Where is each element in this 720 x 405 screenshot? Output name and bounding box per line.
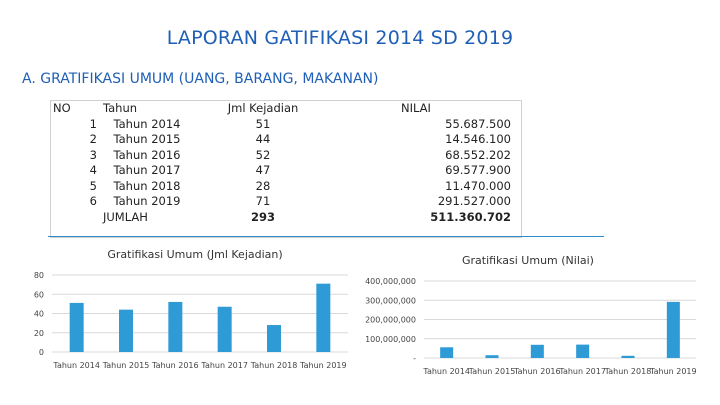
table-row: 3 Tahun 2016 52 68.552.202 xyxy=(51,148,521,164)
cell-no: 5 xyxy=(89,178,97,193)
bar xyxy=(530,344,544,358)
cell-value: 291.527.000 xyxy=(437,194,511,208)
cell-value: 69.577.900 xyxy=(445,163,511,177)
cell-no: 3 xyxy=(89,147,97,162)
cell-year: Tahun 2015 xyxy=(113,132,181,146)
cell-no: 2 xyxy=(89,132,97,146)
cell-year: Tahun 2014 xyxy=(113,116,181,131)
cell-count: 51 xyxy=(255,116,271,131)
x-tick-label: Tahun 2014 xyxy=(422,367,470,376)
cell-value: 68.552.202 xyxy=(445,147,511,162)
cell-year: Tahun 2019 xyxy=(113,194,181,208)
chart-nilai: Gratifikasi Umum (Nilai) - 100,000,000 200,… xyxy=(365,254,697,376)
data-table: NO Tahun Jml Kejadian NILAI 1 Tahun 2014… xyxy=(50,100,522,238)
cell-year: Tahun 2018 xyxy=(113,178,181,193)
bar xyxy=(217,306,232,352)
cell-value: 14.546.100 xyxy=(445,132,511,146)
total-count: 293 xyxy=(250,209,275,224)
bar xyxy=(666,301,680,358)
cell-value: 55.687.500 xyxy=(445,116,511,131)
y-tick-label: 40 xyxy=(34,310,44,319)
y-tick-label: - xyxy=(413,354,416,363)
bar xyxy=(440,347,454,358)
total-label: JUMLAH xyxy=(103,209,148,224)
chart-title: Gratifikasi Umum (Nilai) xyxy=(462,254,594,267)
x-tick-label: Tahun 2017 xyxy=(200,361,248,370)
table-header-row: NO Tahun Jml Kejadian NILAI xyxy=(51,101,521,117)
x-tick-label: Tahun 2019 xyxy=(299,361,347,370)
x-tick-label: Tahun 2019 xyxy=(649,367,697,376)
table-row: 6 Tahun 2019 71 291.527.000 xyxy=(51,194,521,210)
y-tick-label: 80 xyxy=(34,271,44,280)
bar xyxy=(621,355,635,358)
page-title: LAPORAN GATIFIKASI 2014 SD 2019 xyxy=(166,27,514,49)
x-tick-label: Tahun 2015 xyxy=(102,361,150,370)
cell-count: 44 xyxy=(255,132,271,146)
x-tick-label: Tahun 2017 xyxy=(558,367,606,376)
bar xyxy=(485,355,499,358)
y-tick-label: 400,000,000 xyxy=(365,277,416,286)
x-tick-label: Tahun 2015 xyxy=(468,367,516,376)
y-tick-label: 0 xyxy=(39,348,44,357)
header-no: NO xyxy=(53,101,71,115)
divider-line xyxy=(48,236,604,237)
header-value: NILAI xyxy=(401,101,431,115)
cell-count: 71 xyxy=(255,194,271,208)
y-tick-label: 200,000,000 xyxy=(365,316,416,325)
x-tick-label: Tahun 2018 xyxy=(250,361,298,370)
cell-value: 11.470.000 xyxy=(445,178,511,193)
cell-count: 28 xyxy=(255,178,271,193)
cell-no xyxy=(51,210,101,226)
cell-no: 4 xyxy=(89,163,97,177)
cell-year: Tahun 2017 xyxy=(113,163,181,177)
table-row: 5 Tahun 2018 28 11.470.000 xyxy=(51,179,521,195)
y-tick-label: 300,000,000 xyxy=(365,296,416,305)
chart-jml-kejadian: Gratifikasi Umum (Jml Kejadian) 0 20 40 60 80… xyxy=(34,248,348,370)
table-row: 2 Tahun 2015 44 14.546.100 xyxy=(51,132,521,148)
bar xyxy=(69,302,84,352)
bar xyxy=(576,344,590,358)
table-row: 4 Tahun 2017 47 69.577.900 xyxy=(51,163,521,179)
table-row: 1 Tahun 2014 51 55.687.500 xyxy=(51,117,521,133)
y-tick-label: 100,000,000 xyxy=(365,335,416,344)
cell-no: 1 xyxy=(89,116,97,131)
x-tick-label: Tahun 2016 xyxy=(151,361,199,370)
x-tick-label: Tahun 2014 xyxy=(52,361,100,370)
y-tick-label: 60 xyxy=(34,290,44,299)
cell-year: Tahun 2016 xyxy=(113,147,181,162)
x-tick-label: Tahun 2016 xyxy=(513,367,561,376)
x-tick-label: Tahun 2018 xyxy=(604,367,652,376)
header-count: Jml Kejadian xyxy=(227,101,299,115)
y-tick-label: 20 xyxy=(34,329,44,338)
bar xyxy=(316,283,331,352)
total-value: 511.360.702 xyxy=(430,209,511,224)
cell-count: 47 xyxy=(255,163,271,177)
bar xyxy=(168,301,183,352)
table-total-row: JUMLAH 293 511.360.702 xyxy=(51,210,521,226)
header-year: Tahun xyxy=(103,101,138,115)
chart-title: Gratifikasi Umum (Jml Kejadian) xyxy=(107,248,282,261)
bar xyxy=(267,325,281,352)
bar xyxy=(119,309,133,352)
cell-count: 52 xyxy=(255,147,271,162)
section-subtitle: A. GRATIFIKASI UMUM (UANG, BARANG, MAKAN… xyxy=(22,71,379,87)
cell-no: 6 xyxy=(89,194,97,208)
